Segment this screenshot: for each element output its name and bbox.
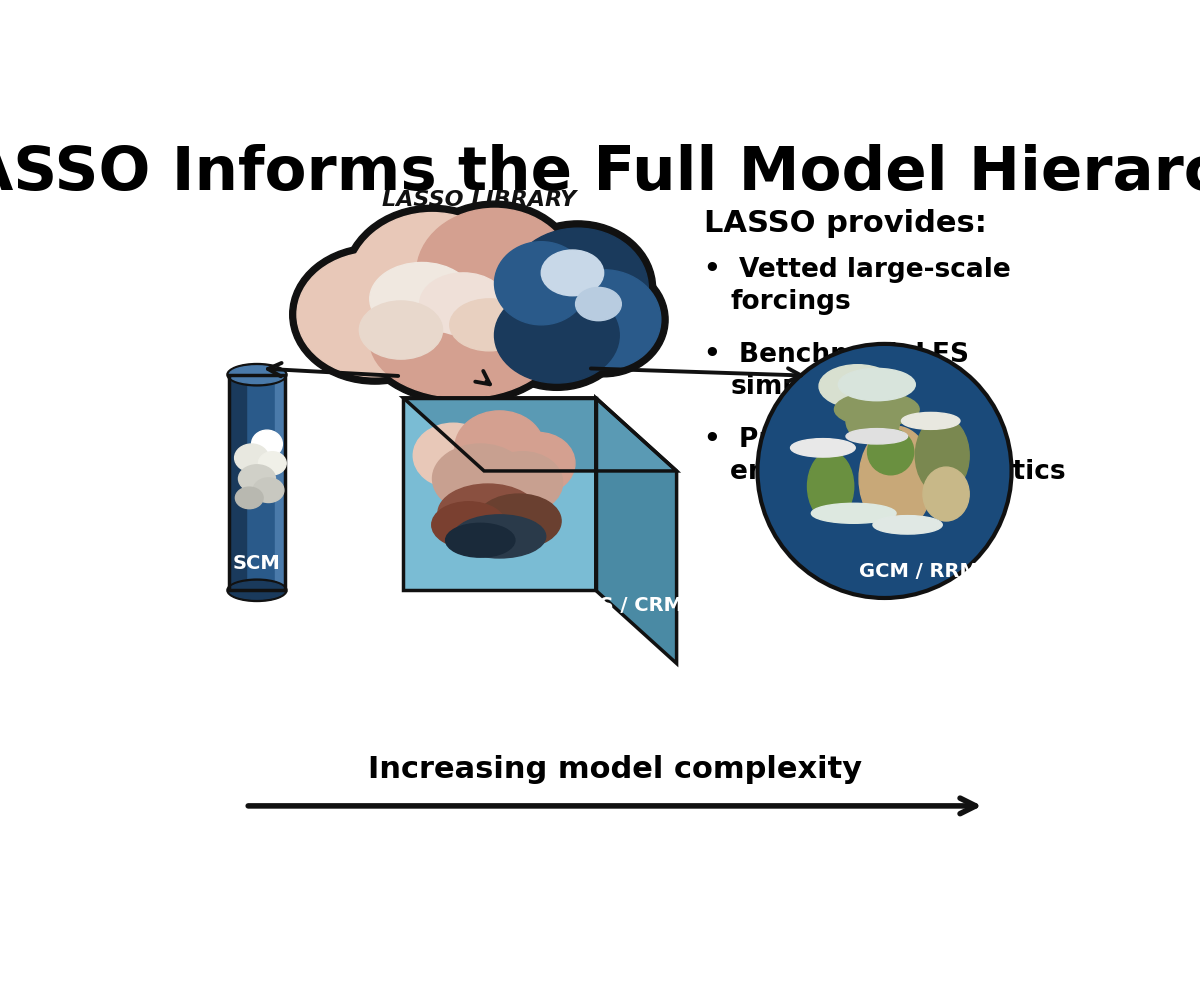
Ellipse shape (576, 287, 622, 321)
Ellipse shape (349, 213, 515, 354)
Ellipse shape (438, 484, 538, 543)
Ellipse shape (227, 579, 287, 601)
Text: LES / CRM: LES / CRM (574, 596, 683, 615)
Text: •  Process and: • Process and (703, 427, 919, 453)
Ellipse shape (846, 399, 900, 442)
Ellipse shape (482, 451, 563, 514)
Polygon shape (595, 398, 677, 663)
Ellipse shape (539, 262, 668, 377)
Ellipse shape (239, 464, 276, 492)
Ellipse shape (494, 287, 619, 383)
Text: simulations: simulations (731, 374, 904, 400)
Polygon shape (275, 375, 284, 590)
Ellipse shape (370, 262, 474, 336)
Ellipse shape (468, 262, 614, 377)
Ellipse shape (445, 524, 515, 557)
Ellipse shape (506, 228, 648, 349)
Ellipse shape (229, 366, 284, 384)
Ellipse shape (409, 201, 580, 345)
Ellipse shape (901, 412, 960, 429)
Ellipse shape (289, 245, 460, 384)
Ellipse shape (362, 276, 564, 405)
Ellipse shape (252, 430, 282, 458)
Ellipse shape (546, 269, 661, 370)
Ellipse shape (839, 369, 916, 401)
Ellipse shape (229, 582, 284, 599)
Ellipse shape (227, 364, 287, 386)
Ellipse shape (370, 283, 557, 398)
Ellipse shape (859, 426, 934, 531)
Ellipse shape (499, 221, 655, 356)
Ellipse shape (487, 280, 626, 390)
Ellipse shape (420, 273, 506, 336)
Ellipse shape (923, 467, 970, 521)
Ellipse shape (450, 298, 529, 351)
Ellipse shape (868, 428, 913, 474)
Polygon shape (229, 375, 284, 590)
Text: SCM: SCM (233, 555, 281, 574)
Ellipse shape (461, 255, 622, 384)
Text: LASSO Informs the Full Model Hierarchy: LASSO Informs the Full Model Hierarchy (0, 144, 1200, 203)
Text: GCM / RRM: GCM / RRM (859, 562, 979, 581)
Polygon shape (403, 398, 677, 471)
Ellipse shape (476, 494, 562, 548)
Ellipse shape (342, 205, 522, 361)
Ellipse shape (235, 487, 263, 509)
Ellipse shape (296, 252, 452, 377)
Ellipse shape (455, 411, 544, 484)
Text: LASSO provides:: LASSO provides: (703, 209, 986, 238)
Text: •  Vetted large-scale: • Vetted large-scale (703, 257, 1010, 282)
Ellipse shape (253, 478, 284, 502)
Ellipse shape (432, 444, 528, 514)
Ellipse shape (811, 504, 896, 524)
Ellipse shape (494, 241, 588, 325)
Ellipse shape (413, 423, 493, 487)
Ellipse shape (235, 444, 269, 471)
Ellipse shape (791, 438, 856, 457)
Text: •  Benchmark LES: • Benchmark LES (703, 342, 968, 368)
Ellipse shape (502, 432, 575, 494)
Ellipse shape (541, 250, 604, 295)
Ellipse shape (359, 300, 443, 359)
Text: environment statistics: environment statistics (731, 459, 1066, 485)
Ellipse shape (416, 208, 572, 338)
Ellipse shape (846, 428, 907, 444)
Ellipse shape (820, 365, 896, 408)
Polygon shape (229, 375, 246, 590)
Circle shape (757, 344, 1012, 598)
Ellipse shape (916, 417, 970, 494)
Text: Increasing model complexity: Increasing model complexity (368, 756, 862, 784)
Ellipse shape (258, 451, 287, 474)
Ellipse shape (454, 515, 546, 558)
Ellipse shape (432, 501, 505, 548)
Ellipse shape (872, 516, 942, 534)
Polygon shape (403, 398, 595, 590)
Text: LASSO LIBRARY: LASSO LIBRARY (382, 190, 576, 210)
Ellipse shape (834, 392, 919, 426)
Ellipse shape (808, 451, 853, 521)
Text: forcings: forcings (731, 289, 851, 316)
